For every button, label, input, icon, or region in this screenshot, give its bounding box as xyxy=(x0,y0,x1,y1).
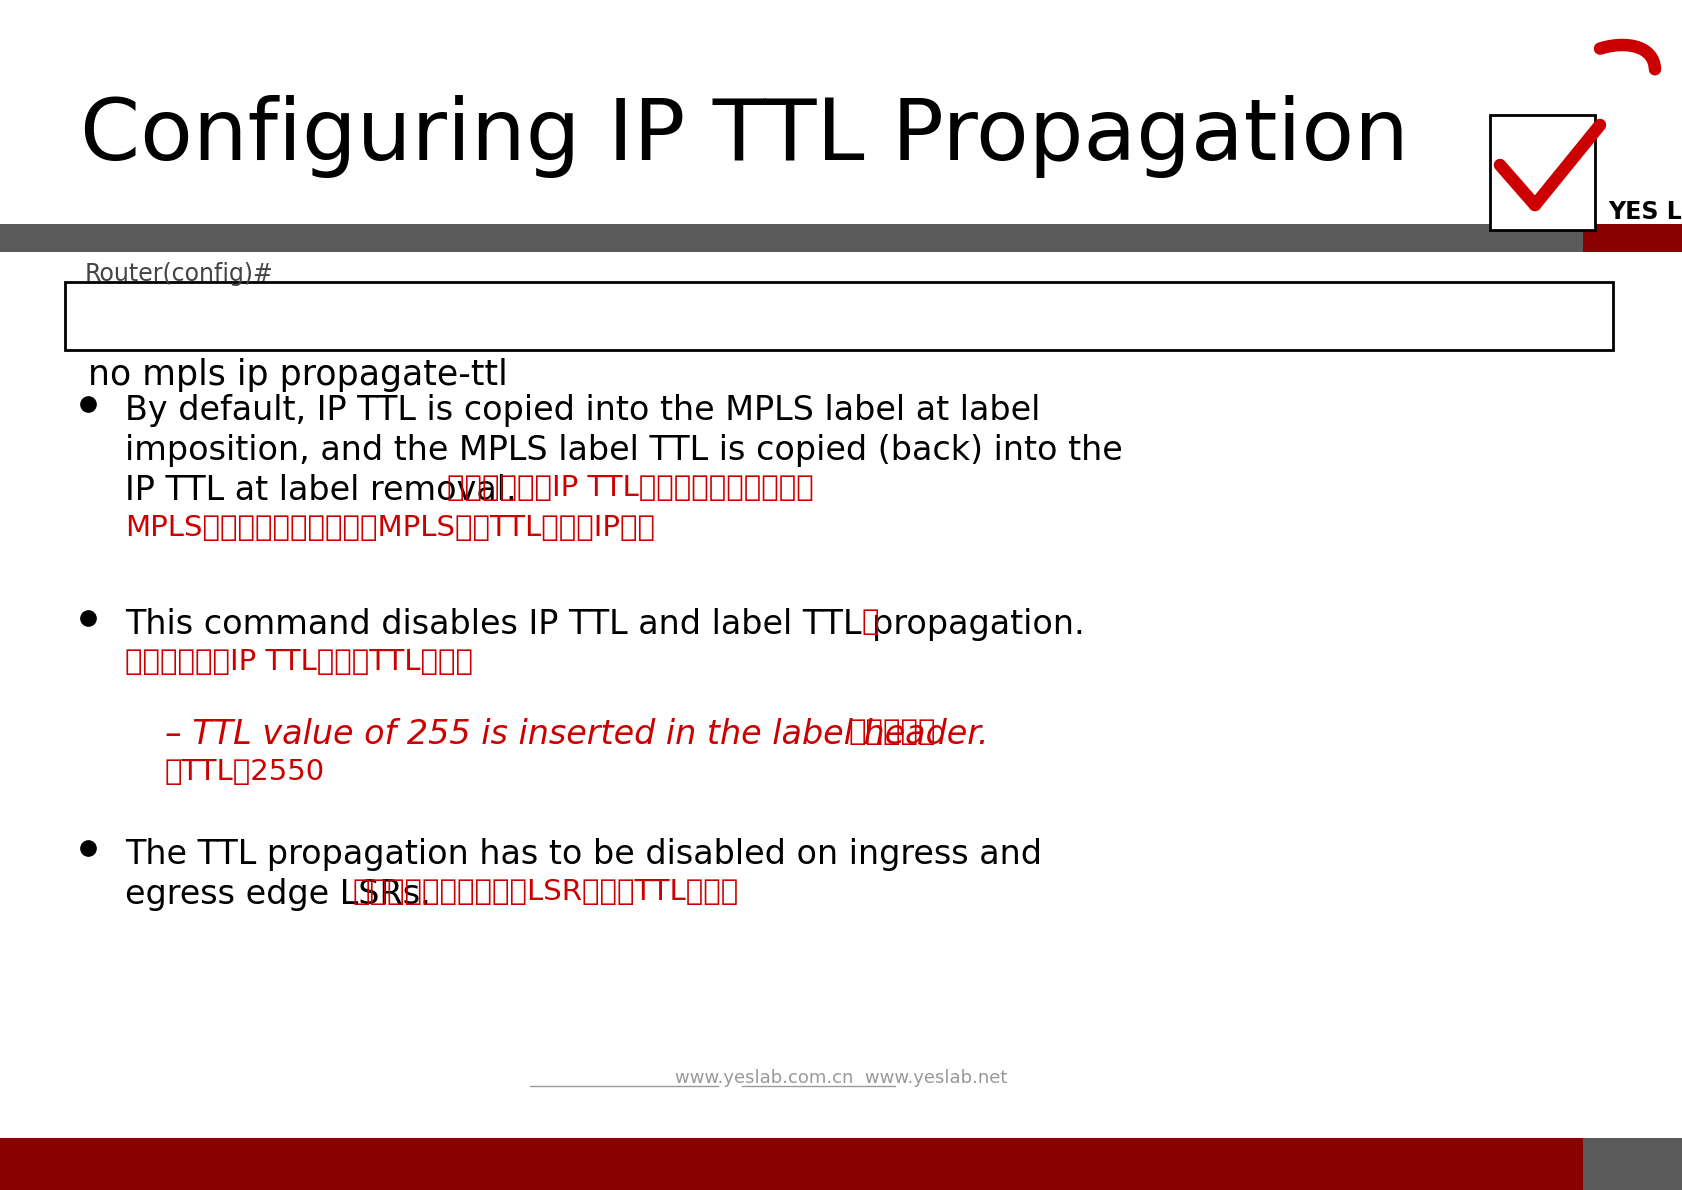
Text: 默认情况下，IP TTL在标签拼写时被复制到: 默认情况下，IP TTL在标签拼写时被复制到 xyxy=(446,474,812,502)
Bar xyxy=(0,224,1583,252)
Text: 必须在入口和出口边缘LSR上禁用TTL传播。: 必须在入口和出口边缘LSR上禁用TTL传播。 xyxy=(353,878,738,906)
Text: – TTL value of 255 is inserted in the label header.: – TTL value of 255 is inserted in the la… xyxy=(165,718,987,751)
Text: imposition, and the MPLS label TTL is copied (back) into the: imposition, and the MPLS label TTL is co… xyxy=(124,434,1122,466)
Text: By default, IP TTL is copied into the MPLS label at label: By default, IP TTL is copied into the MP… xyxy=(124,394,1039,427)
Text: 该: 该 xyxy=(861,608,880,635)
Text: YES LAB: YES LAB xyxy=(1606,200,1682,224)
Text: The TTL propagation has to be disabled on ingress and: The TTL propagation has to be disabled o… xyxy=(124,838,1041,871)
Text: www.yeslab.com.cn  www.yeslab.net: www.yeslab.com.cn www.yeslab.net xyxy=(674,1069,1006,1086)
Text: no mpls ip propagate-ttl: no mpls ip propagate-ttl xyxy=(87,358,508,392)
Text: Router(config)#: Router(config)# xyxy=(86,262,274,286)
Bar xyxy=(1583,1138,1682,1190)
Text: egress edge LSRs.: egress edge LSRs. xyxy=(124,878,431,912)
Text: Configuring IP TTL Propagation: Configuring IP TTL Propagation xyxy=(81,95,1408,178)
Text: MPLS标签中，标签移除时将MPLS标签TTL复制（IP）。: MPLS标签中，标签移除时将MPLS标签TTL复制（IP）。 xyxy=(124,514,654,541)
Text: 标签头中插: 标签头中插 xyxy=(848,718,935,746)
Bar xyxy=(0,1138,1583,1190)
Bar xyxy=(1583,224,1682,252)
Text: 命令用来禁止IP TTL和标签TTL传播。: 命令用来禁止IP TTL和标签TTL传播。 xyxy=(124,649,473,676)
Text: IP TTL at label removal.: IP TTL at label removal. xyxy=(124,474,516,507)
Text: 入TTL剘2550: 入TTL剘2550 xyxy=(165,758,325,787)
Bar xyxy=(66,282,1611,350)
Text: This command disables IP TTL and label TTL propagation.: This command disables IP TTL and label T… xyxy=(124,608,1085,641)
Bar xyxy=(1489,115,1595,230)
